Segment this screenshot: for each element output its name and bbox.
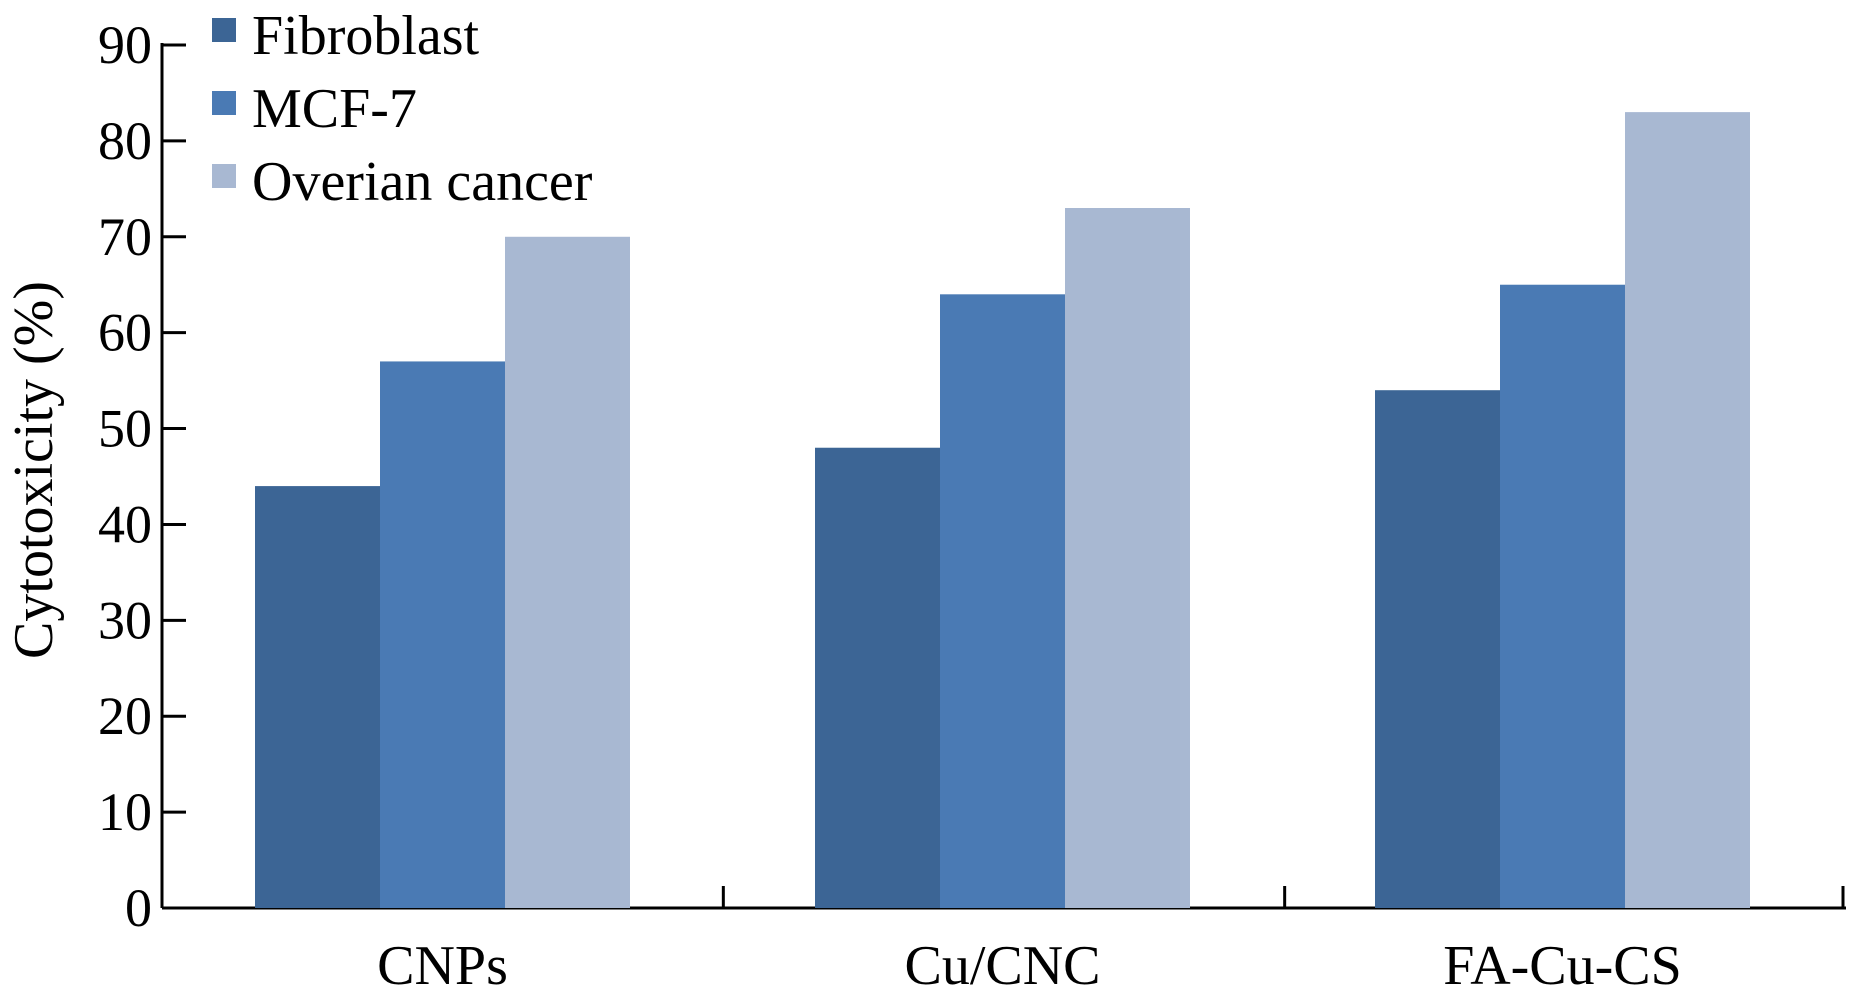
legend-label: MCF-7 bbox=[252, 78, 417, 140]
y-tick-label: 30 bbox=[98, 590, 152, 650]
legend-swatch bbox=[212, 18, 236, 42]
legend-swatch bbox=[212, 91, 236, 115]
bar-overian-cancer-cnps bbox=[505, 236, 630, 908]
x-tick-label: FA-Cu-CS bbox=[1443, 935, 1682, 997]
bars-group bbox=[255, 112, 1750, 909]
bar-mcf-7-cu-cnc bbox=[940, 294, 1065, 908]
bar-fibroblast-fa-cu-cs bbox=[1375, 390, 1500, 908]
bar-mcf-7-cnps bbox=[380, 361, 505, 908]
y-tick-label: 80 bbox=[98, 111, 152, 171]
y-tick-label: 50 bbox=[98, 399, 152, 459]
bar-mcf-7-fa-cu-cs bbox=[1500, 284, 1625, 908]
legend-swatch bbox=[212, 164, 236, 188]
x-tick-label: CNPs bbox=[377, 935, 508, 997]
legend: Fibroblast MCF-7 Overian cancer bbox=[212, 5, 593, 213]
bar-overian-cancer-fa-cu-cs bbox=[1625, 112, 1750, 909]
y-tick-label: 20 bbox=[98, 686, 152, 746]
y-tick-label: 60 bbox=[98, 303, 152, 363]
bar-fibroblast-cnps bbox=[255, 486, 380, 908]
y-axis-title: Cytotoxicity (%) bbox=[3, 281, 65, 659]
y-axis: 0 10 20 30 40 50 60 70 80 90 bbox=[98, 15, 186, 938]
x-tick-label: Cu/CNC bbox=[904, 935, 1100, 997]
legend-label: Overian cancer bbox=[252, 151, 593, 213]
y-tick-label: 0 bbox=[125, 878, 152, 938]
bar-fibroblast-cu-cnc bbox=[815, 447, 940, 908]
y-tick-label: 90 bbox=[98, 15, 152, 75]
y-tick-label: 70 bbox=[98, 207, 152, 267]
bar-overian-cancer-cu-cnc bbox=[1065, 208, 1190, 908]
legend-label: Fibroblast bbox=[252, 5, 480, 67]
y-tick-label: 10 bbox=[98, 782, 152, 842]
y-tick-label: 40 bbox=[98, 494, 152, 554]
